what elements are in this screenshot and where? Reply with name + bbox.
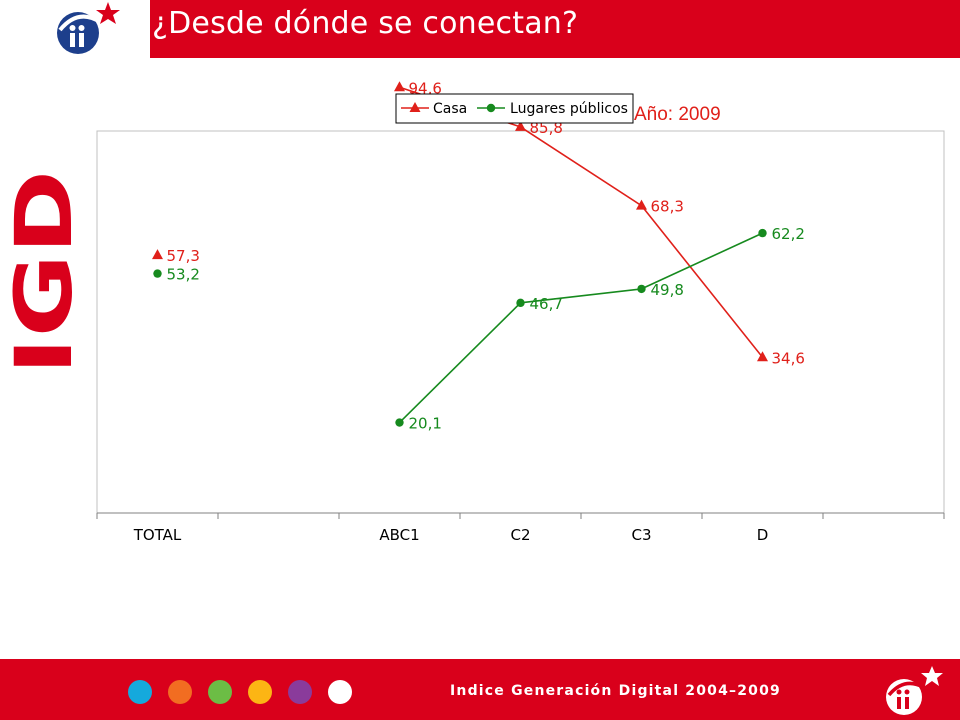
x-tick-label: D	[757, 526, 769, 544]
footer-dot-green	[208, 680, 232, 704]
legend-label: Casa	[433, 101, 467, 117]
page-title: ¿Desde dónde se conectan?	[152, 6, 579, 41]
data-point-marker	[758, 228, 767, 238]
series-line-segment	[520, 126, 642, 207]
footer-dot-orange	[168, 680, 192, 704]
data-point-marker	[516, 298, 525, 308]
footer-dot-yellow	[248, 680, 272, 704]
legend-label: Lugares públicos	[510, 101, 628, 117]
igd-side-logo-text: IGD	[8, 170, 80, 375]
series-line-segment	[640, 205, 764, 358]
x-tick-label: C3	[631, 526, 651, 544]
series-line-segment	[520, 288, 642, 304]
igd-logo-icon	[57, 2, 120, 54]
x-tick-label: ABC1	[379, 526, 419, 544]
data-point-marker	[637, 284, 646, 294]
data-label: 34,6	[772, 349, 805, 367]
legend-marker	[486, 103, 496, 113]
data-label: 49,8	[651, 281, 684, 299]
data-point-marker	[153, 269, 162, 278]
series-line-segment	[641, 232, 763, 290]
data-label: 20,1	[409, 415, 442, 433]
data-point-marker	[395, 418, 404, 427]
footer-text: Indice Generación Digital 2004–2009	[450, 683, 782, 699]
plot-area-border	[96, 130, 945, 514]
data-label: 46,7	[530, 295, 563, 313]
chart-series: 57,394,685,868,334,653,220,146,749,862,2	[152, 79, 805, 433]
data-label: 94,6	[409, 79, 442, 97]
line-chart: TOTAL ABC1 C2 C3 D 57,394,685,868,334,653,22…	[96, 79, 945, 544]
x-tick-label: C2	[510, 526, 530, 544]
data-label: 62,2	[772, 225, 805, 243]
data-label: 57,3	[167, 247, 200, 265]
footer-dot-white	[328, 680, 352, 704]
data-point-marker	[515, 120, 526, 131]
header-bar	[150, 0, 960, 58]
data-point-marker	[757, 351, 768, 362]
footer-dot-purple	[288, 680, 312, 704]
igd-side-logo: IGD	[8, 170, 80, 375]
chart-legend: Casa Lugares públicos	[395, 93, 634, 124]
legend-box	[395, 93, 634, 124]
legend-marker	[409, 102, 421, 112]
footer-bar: Indice Generación Digital 2004–2009	[0, 659, 960, 720]
series-line-segment	[398, 302, 522, 424]
data-label: 53,2	[167, 266, 200, 284]
year-label: Año: 2009	[634, 104, 721, 125]
data-point-marker	[636, 199, 647, 210]
data-label: 68,3	[651, 198, 684, 216]
x-tick-label: TOTAL	[133, 526, 182, 544]
chart-axes: TOTAL ABC1 C2 C3 D	[96, 130, 945, 544]
data-point-marker	[394, 81, 405, 92]
igd-footer-logo-icon	[886, 666, 943, 715]
footer-dot-blue	[128, 680, 152, 704]
data-point-marker	[152, 249, 163, 260]
